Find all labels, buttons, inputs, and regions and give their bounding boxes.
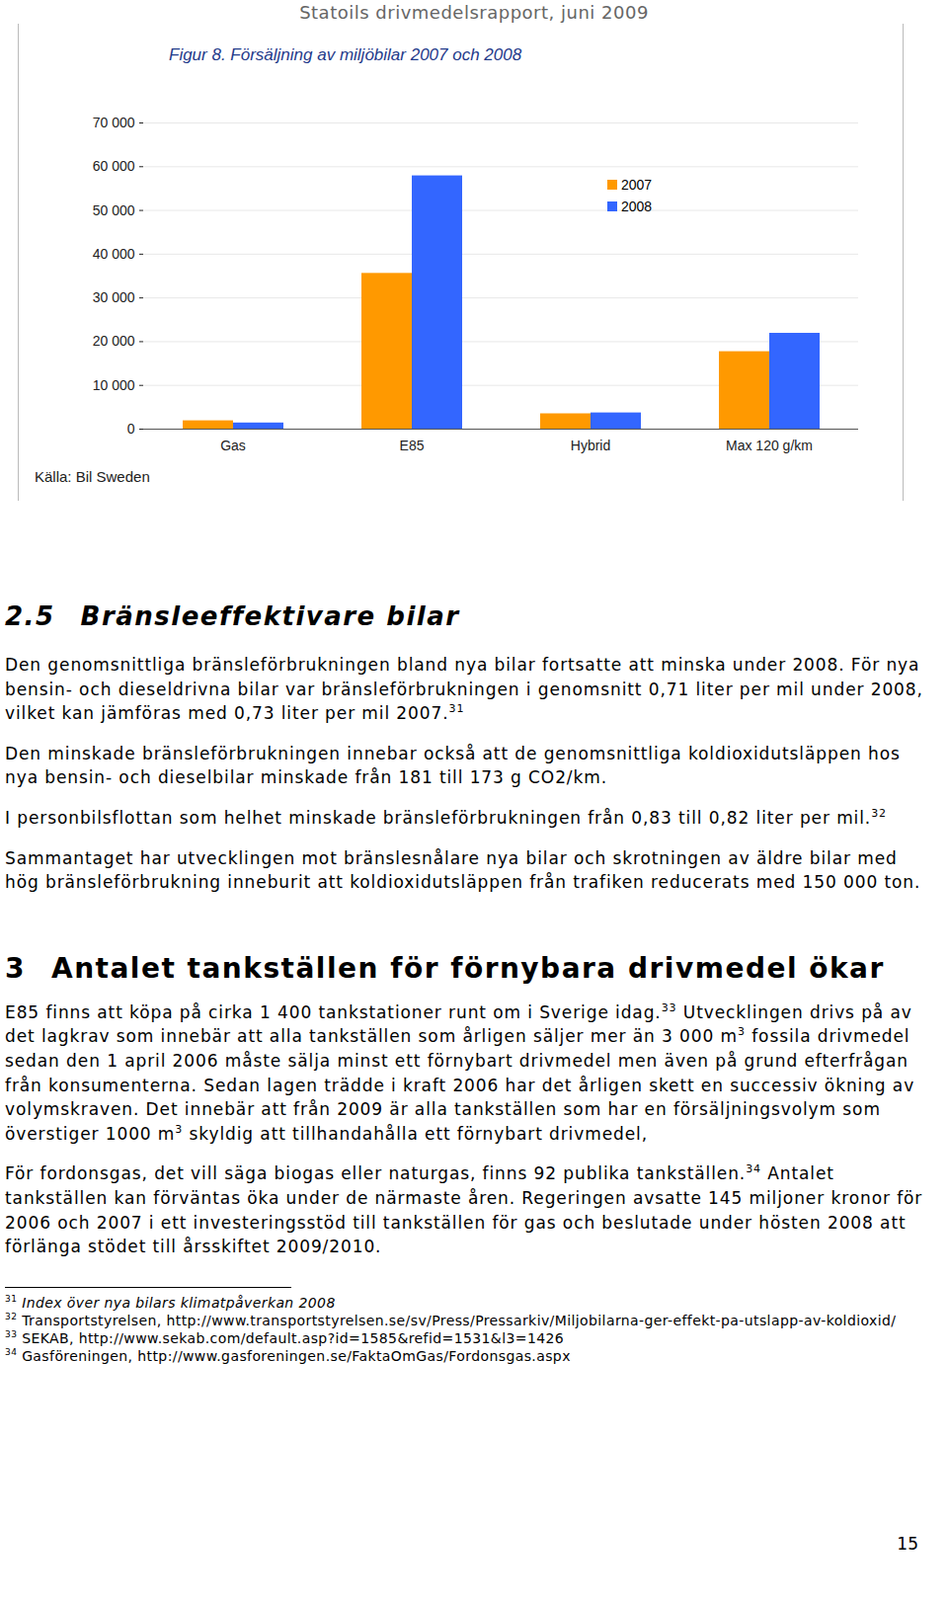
svg-text:0: 0 [127, 420, 136, 437]
svg-text:Max 120 g/km: Max 120 g/km [725, 437, 813, 454]
svg-text:60 000: 60 000 [92, 158, 136, 174]
html-text:Statoils drivmedelsrapport, ju: Statoils drivmedelsrapport, juni 2009 [299, 1, 649, 23]
svg-text:10 000: 10 000 [92, 377, 136, 394]
html-text:2008: 2008 [621, 198, 652, 215]
html-text:2.5: 2.5 [4, 601, 55, 632]
html-text:Den genomsnittliga bränsleförb: Den genomsnittliga bränsleförbrukningen … [4, 654, 924, 724]
svg-text:Gas: Gas [220, 437, 246, 454]
html-text:I personbilsflottan som helhet: I personbilsflottan som helhet minskade … [4, 807, 887, 828]
html-text:För fordonsgas, det vill säga: För fordonsgas, det vill säga biogas ell… [4, 1162, 923, 1257]
svg-text:30 000: 30 000 [92, 289, 136, 306]
html-text:31 Index över nya bilars klima: 31 Index över nya bilars klimatpåverkan … [4, 1293, 336, 1311]
html-text:33 SEKAB, http://www.sekab.com: 33 SEKAB, http://www.sekab.com/default.a… [4, 1329, 564, 1346]
svg-text:E85: E85 [399, 437, 425, 454]
html-text:Figur 8. Försäljning av miljöb: Figur 8. Försäljning av miljöbilar 2007 … [168, 45, 522, 65]
html-text:Den minskade bränsleförbruknin: Den minskade bränsleförbrukningen inneba… [4, 743, 901, 788]
svg-text:70 000: 70 000 [92, 114, 136, 131]
html-text:Bränsleeffektivare bilar: Bränsleeffektivare bilar [80, 601, 460, 632]
svg-text:Hybrid: Hybrid [570, 437, 611, 454]
html-text:Källa: Bil Sweden: Källa: Bil Sweden [34, 468, 150, 485]
html-text:3: 3 [4, 951, 26, 985]
html-text:E85 finns att köpa på cirka 1: E85 finns att köpa på cirka 1 400 tankst… [4, 1001, 915, 1144]
svg-text:20 000: 20 000 [92, 332, 136, 349]
svg-text:50 000: 50 000 [92, 202, 136, 219]
html-text:2007: 2007 [621, 176, 652, 193]
html-text:34 Gasföreningen, http://www.g: 34 Gasföreningen, http://www.gasforening… [4, 1346, 571, 1364]
svg-text:40 000: 40 000 [92, 245, 136, 262]
html-text:Antalet tankställen för förnyb: Antalet tankställen för förnybara drivme… [51, 951, 885, 985]
html-text:32 Transportstyrelsen, http://: 32 Transportstyrelsen, http://www.transp… [4, 1311, 897, 1328]
html-text:15: 15 [897, 1533, 919, 1554]
html-text:Sammantaget har utvecklingen m: Sammantaget har utvecklingen mot bränsle… [4, 847, 921, 892]
